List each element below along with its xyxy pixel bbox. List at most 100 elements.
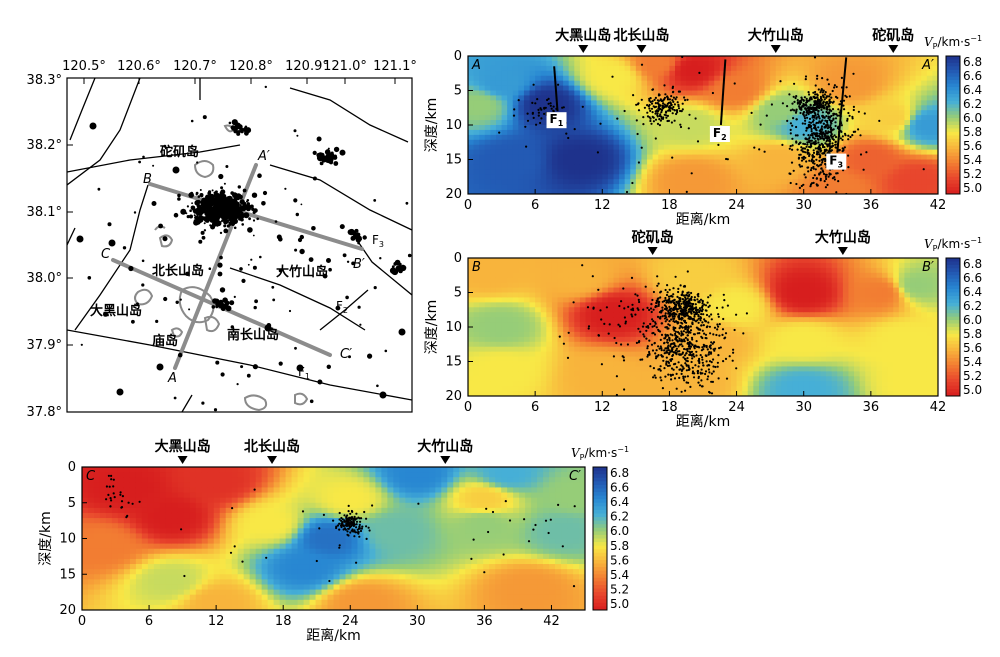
hypocenter-dot (793, 82, 796, 85)
hypocenter-dot (524, 125, 527, 128)
velocity-cell (484, 322, 491, 328)
velocity-cell (523, 282, 531, 289)
hypocenter-dot (827, 83, 831, 86)
velocity-cell (473, 322, 480, 328)
velocity-cell (479, 56, 486, 62)
velocity-cell (708, 80, 715, 87)
velocity-cell (669, 174, 676, 180)
velocity-cell (540, 287, 547, 294)
hypocenter-dot (791, 144, 794, 147)
velocity-cell (613, 56, 620, 62)
velocity-cell (613, 317, 620, 323)
velocity-cell (663, 120, 671, 126)
colorbar-step (946, 69, 960, 74)
velocity-cell (574, 80, 581, 87)
velocity-cell (501, 184, 508, 190)
velocity-cell (563, 287, 570, 294)
velocity-cell (921, 60, 928, 67)
velocity-cell (473, 65, 480, 72)
velocity-cell (910, 154, 917, 161)
velocity-cell (932, 164, 938, 170)
velocity-cell (546, 144, 553, 151)
hypocenter-dot (668, 105, 671, 108)
velocity-cell (596, 331, 603, 338)
velocity-cell (468, 56, 475, 62)
hypocenter-dot (813, 162, 816, 165)
velocity-cell (658, 144, 665, 151)
velocity-cell (529, 341, 536, 348)
velocity-cell (574, 125, 581, 131)
velocity-cell (781, 174, 788, 180)
hypocenter-dot (829, 173, 832, 176)
epicenter-dot (354, 235, 357, 238)
hypocenter-dot (816, 184, 819, 187)
hypocenter-dot (802, 133, 805, 136)
velocity-cell (507, 386, 514, 392)
velocity-cell (753, 154, 760, 161)
velocity-cell (613, 85, 620, 92)
epicenter-dot (373, 286, 377, 290)
hypocenter-dot (818, 144, 822, 147)
velocity-cell (518, 65, 525, 72)
hypocenter-dot (848, 114, 851, 117)
hypocenter-dot (688, 113, 691, 116)
velocity-cell (753, 120, 760, 126)
velocity-cell (758, 95, 766, 101)
velocity-cell (786, 134, 794, 141)
hypocenter-dot (822, 89, 825, 92)
velocity-cell (607, 262, 615, 269)
velocity-cell (613, 174, 620, 180)
velocity-cell (736, 164, 743, 170)
velocity-cell (932, 144, 938, 151)
velocity-cell (932, 120, 938, 126)
velocity-cell (490, 322, 497, 328)
hypocenter-dot (649, 119, 652, 123)
hypocenter-dot (828, 118, 831, 122)
velocity-cell (635, 90, 643, 97)
velocity-cell (613, 386, 620, 392)
velocity-cell (647, 149, 654, 156)
velocity-cell (910, 85, 917, 92)
colorbar-step (946, 76, 960, 81)
island-marker-label: 大竹山岛 (748, 27, 804, 44)
colorbar-step (946, 73, 960, 78)
velocity-cell (669, 80, 676, 87)
hypocenter-dot (831, 142, 834, 145)
velocity-cell (585, 174, 592, 180)
velocity-cell (613, 336, 620, 343)
velocity-cell (747, 174, 754, 180)
velocity-cell (842, 149, 850, 156)
hypocenter-dot (656, 102, 659, 105)
velocity-cell (775, 174, 782, 180)
velocity-cell (479, 287, 486, 294)
epicenter-dot (223, 304, 226, 307)
velocity-cell (725, 75, 732, 82)
velocity-cell (523, 331, 531, 338)
velocity-cell (915, 60, 922, 67)
velocity-cell (697, 129, 704, 136)
velocity-cell (495, 297, 503, 303)
velocity-cell (557, 336, 564, 343)
velocity-cell (613, 134, 620, 141)
hypocenter-dot (801, 122, 804, 125)
velocity-cell (736, 129, 743, 136)
velocity-cell (747, 65, 754, 72)
hypocenter-dot (642, 123, 645, 126)
colorbar: 6.86.66.46.26.05.85.65.45.25.0VP/km·s−1 (924, 34, 982, 195)
epicenter-dot (360, 238, 362, 241)
velocity-cell (619, 95, 626, 101)
velocity-cell (574, 169, 581, 175)
velocity-cell (848, 139, 855, 146)
velocity-cell (876, 154, 883, 161)
velocity-cell (831, 65, 838, 72)
velocity-cell (501, 302, 508, 308)
velocity-cell (535, 361, 542, 368)
hypocenter-dot (581, 105, 584, 108)
velocity-cell (501, 105, 508, 111)
velocity-cell (697, 110, 704, 116)
fault-label-box (546, 112, 567, 129)
hypocenter-dot (843, 146, 847, 149)
hypocenter-dot (814, 124, 817, 127)
hypocenter-dot (677, 103, 680, 106)
velocity-cell (568, 327, 575, 333)
